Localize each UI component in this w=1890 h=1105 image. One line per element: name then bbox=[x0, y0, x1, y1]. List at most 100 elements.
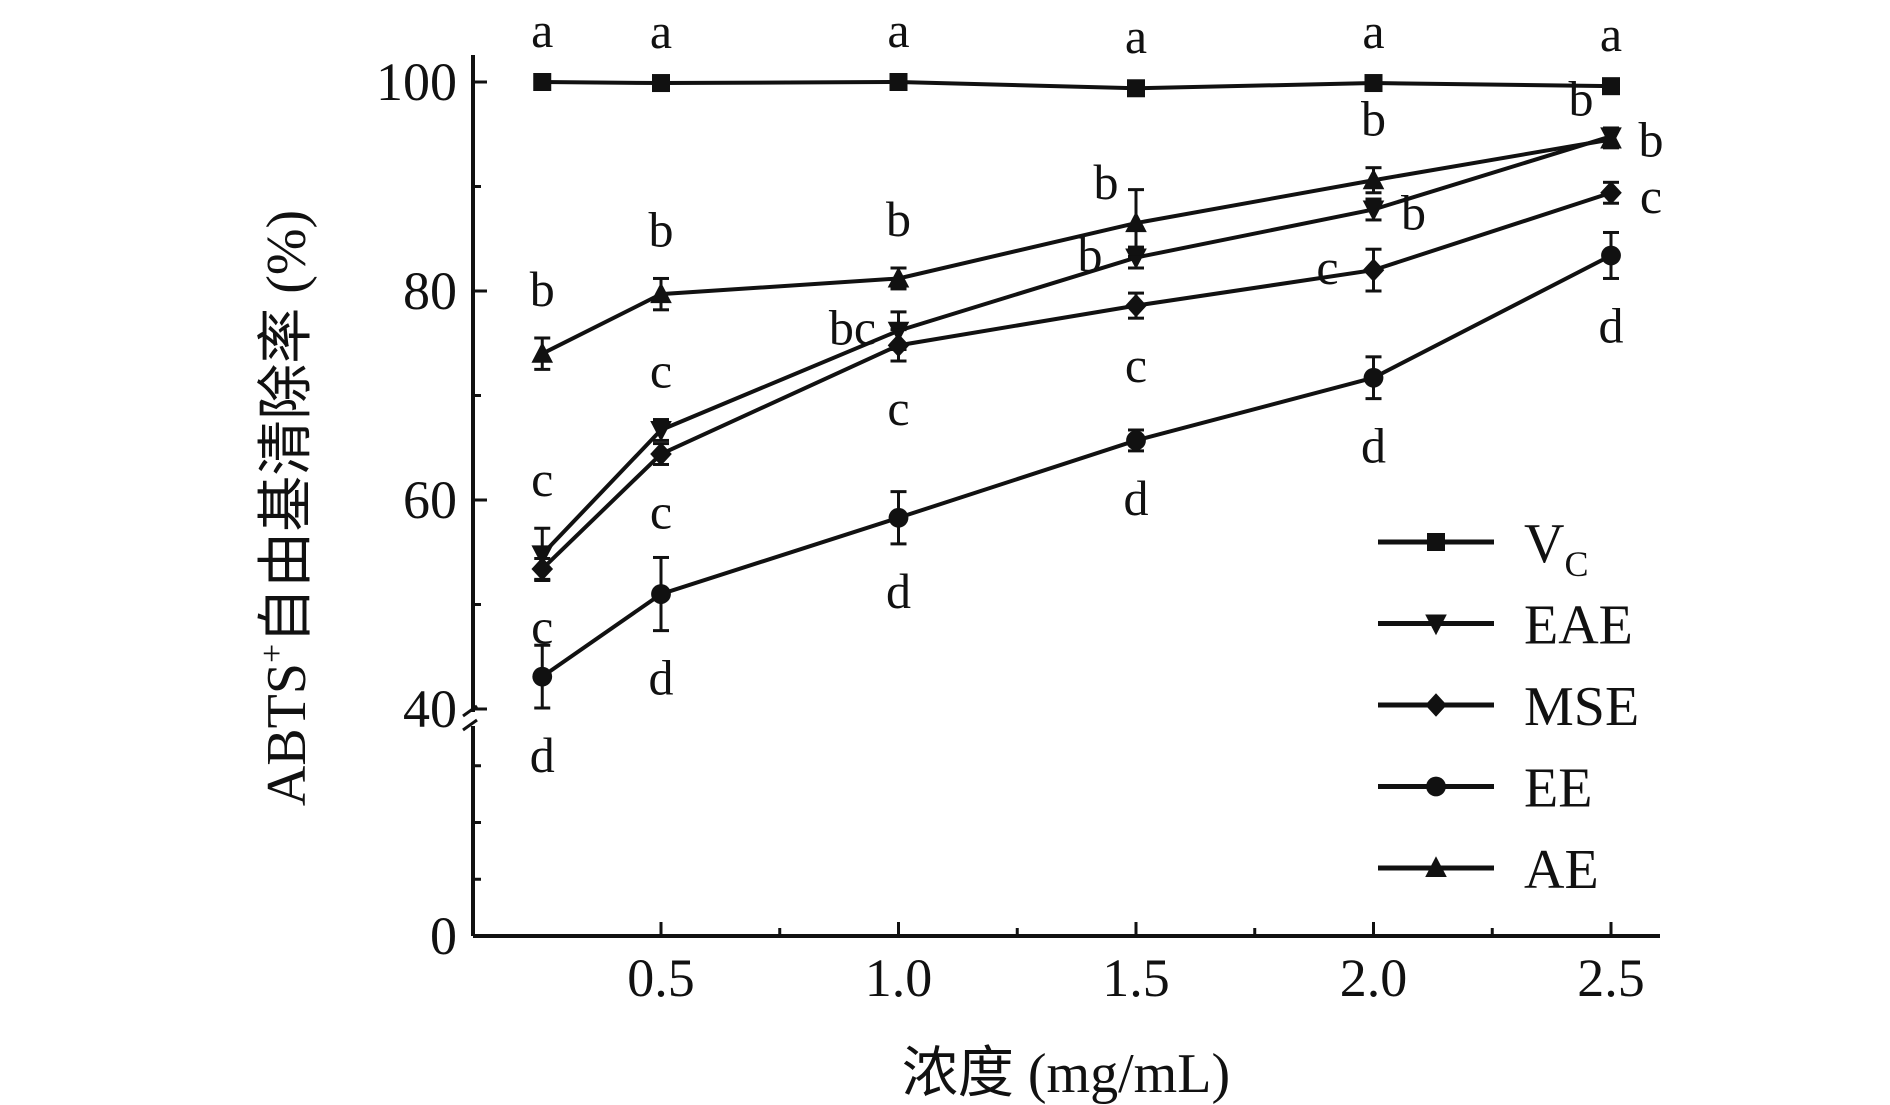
data-point bbox=[887, 266, 910, 288]
series-line bbox=[540, 134, 1612, 556]
data-point bbox=[652, 74, 670, 93]
legend-item-vc: VC bbox=[1378, 513, 1588, 584]
data-point bbox=[650, 420, 672, 442]
significance-letter: c bbox=[531, 598, 553, 654]
significance-letter: d bbox=[886, 563, 911, 619]
axes: 0 40 60 80 100 0.5 1.0 1.5 2.0 2.5 bbox=[376, 52, 1660, 1008]
y-tick-label: 40 bbox=[403, 679, 457, 739]
data-point bbox=[650, 282, 672, 304]
series-line bbox=[541, 137, 1612, 356]
y-tick-label: 80 bbox=[403, 261, 457, 321]
significance-letter: bc bbox=[829, 300, 876, 356]
legend-label: AE bbox=[1524, 839, 1599, 901]
significance-letter: b bbox=[1361, 91, 1386, 147]
legend-item-eae: EAE bbox=[1378, 595, 1633, 657]
legend-marker bbox=[1426, 776, 1446, 797]
data-point bbox=[1363, 367, 1384, 388]
significance-letter: a bbox=[1125, 8, 1147, 64]
significance-letter: d bbox=[649, 650, 674, 706]
data-point bbox=[1601, 245, 1621, 266]
series-mse: c c c c c c bbox=[531, 168, 1662, 655]
y-tick-label: 60 bbox=[403, 470, 457, 530]
data-point bbox=[889, 73, 908, 91]
y-tick-label: 0 bbox=[430, 906, 457, 966]
legend-label: VC bbox=[1524, 513, 1588, 584]
significance-letter: c bbox=[650, 343, 672, 399]
x-tick-label: 2.0 bbox=[1340, 948, 1408, 1008]
data-point bbox=[1125, 211, 1147, 233]
x-tick-label: 2.5 bbox=[1577, 948, 1645, 1008]
legend-item-ee: EE bbox=[1378, 758, 1592, 820]
data-point bbox=[1362, 258, 1385, 282]
significance-letter: c bbox=[1125, 337, 1147, 393]
y-axis-title: ABTS+自由基清除率 (%) bbox=[254, 210, 318, 806]
data-point bbox=[1602, 77, 1620, 96]
x-tick-label: 1.5 bbox=[1102, 948, 1170, 1008]
significance-letter: b bbox=[1401, 184, 1426, 240]
data-point bbox=[1600, 181, 1622, 205]
data-point bbox=[1362, 168, 1385, 190]
series-line bbox=[540, 190, 1612, 571]
significance-letter: b bbox=[530, 261, 555, 317]
significance-letter: a bbox=[1600, 6, 1622, 62]
legend-label: MSE bbox=[1524, 676, 1639, 738]
legend-marker bbox=[1425, 856, 1447, 877]
significance-letter: a bbox=[1362, 3, 1384, 59]
significance-letter: a bbox=[887, 2, 909, 58]
significance-letter: d bbox=[530, 727, 555, 783]
significance-letter: a bbox=[650, 3, 672, 59]
legend: VC EAE MSE EE AE bbox=[1378, 513, 1639, 901]
series-line bbox=[541, 253, 1612, 679]
data-point bbox=[887, 333, 910, 358]
x-axis-title: 浓度 (mg/mL) bbox=[902, 1043, 1230, 1105]
significance-letter: d bbox=[1361, 418, 1386, 474]
x-tick-label: 1.0 bbox=[865, 948, 933, 1008]
data-point bbox=[532, 666, 553, 687]
data-point bbox=[533, 73, 552, 91]
data-point bbox=[1125, 248, 1147, 270]
significance-letter: a bbox=[531, 2, 553, 58]
data-point bbox=[1126, 430, 1146, 451]
significance-letter: d bbox=[1599, 297, 1624, 353]
legend-marker bbox=[1427, 533, 1445, 551]
significance-letter: b bbox=[1569, 70, 1594, 126]
significance-letter: c bbox=[531, 451, 553, 507]
y-tick-label: 100 bbox=[376, 52, 457, 112]
series-ae: bb bbb b bbox=[530, 70, 1622, 371]
significance-letter: b bbox=[1639, 111, 1664, 167]
data-point bbox=[531, 545, 554, 567]
significance-letter: c bbox=[1640, 168, 1662, 224]
significance-letter: d bbox=[1124, 470, 1149, 526]
legend-item-mse: MSE bbox=[1378, 676, 1639, 738]
legend-label: EAE bbox=[1524, 595, 1633, 657]
data-point bbox=[1125, 293, 1147, 318]
legend-label: EE bbox=[1524, 758, 1592, 820]
significance-letter: b bbox=[886, 191, 911, 247]
data-point bbox=[531, 557, 554, 581]
axis-break-gap bbox=[465, 712, 481, 726]
x-tick-label: 0.5 bbox=[627, 948, 695, 1008]
data-point bbox=[650, 442, 672, 466]
legend-marker bbox=[1425, 614, 1447, 636]
data-point bbox=[1600, 127, 1622, 149]
axis-break-mark bbox=[462, 718, 478, 732]
data-point bbox=[1364, 74, 1383, 93]
significance-letter: c bbox=[650, 483, 672, 539]
data-point bbox=[888, 507, 909, 528]
legend-item-ae: AE bbox=[1378, 839, 1599, 901]
series-ee: d d d d d d bbox=[530, 230, 1624, 783]
data-point bbox=[651, 584, 671, 604]
data-point bbox=[1362, 200, 1385, 222]
significance-letter: b bbox=[649, 201, 674, 257]
series-line bbox=[542, 79, 1612, 91]
significance-letter: b bbox=[1094, 154, 1119, 210]
legend-marker bbox=[1425, 693, 1447, 717]
data-point bbox=[1127, 79, 1145, 98]
significance-letter: c bbox=[887, 380, 909, 436]
data-point bbox=[531, 342, 554, 363]
significance-letter: c bbox=[1316, 239, 1338, 295]
